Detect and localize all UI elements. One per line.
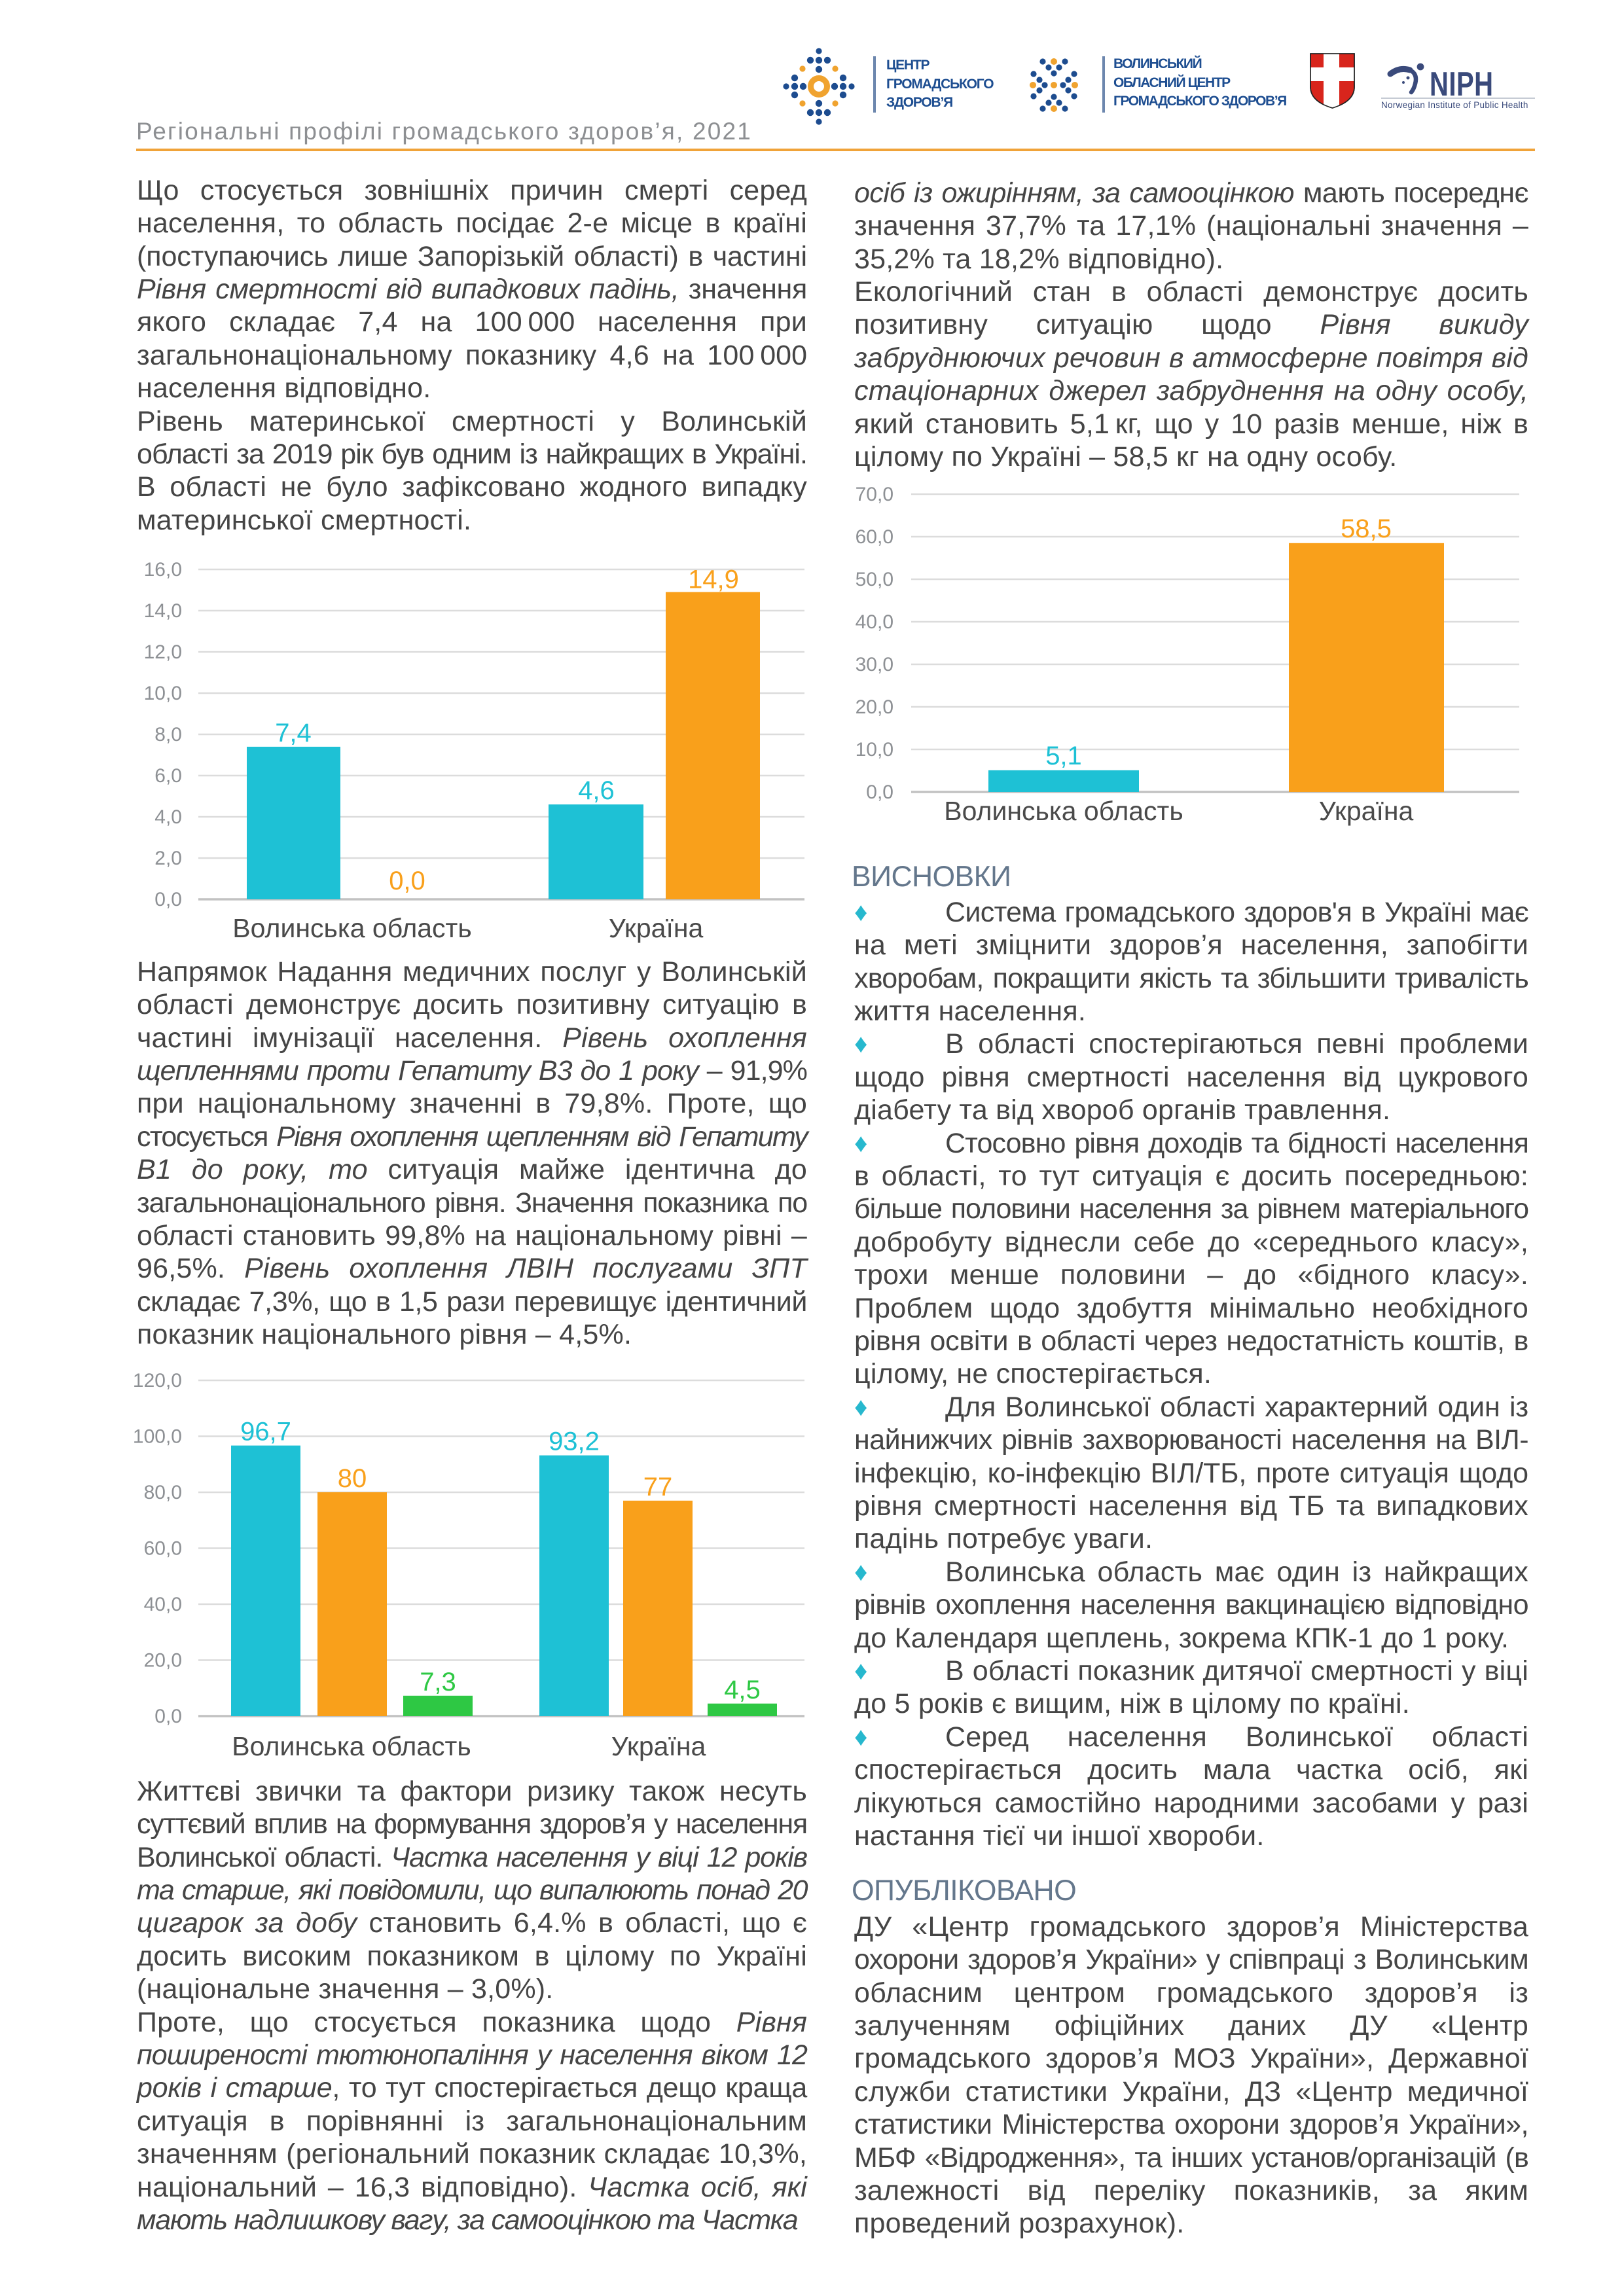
svg-text:93,2: 93,2 bbox=[549, 1427, 600, 1456]
svg-text:80: 80 bbox=[338, 1464, 367, 1493]
svg-text:8,0: 8,0 bbox=[154, 724, 182, 745]
svg-text:20,0: 20,0 bbox=[856, 696, 893, 718]
svg-text:0,0: 0,0 bbox=[866, 781, 893, 803]
svg-text:4,5: 4,5 bbox=[724, 1676, 761, 1704]
svg-text:Україна: Україна bbox=[611, 1731, 706, 1761]
svg-text:0,0: 0,0 bbox=[154, 1706, 182, 1727]
svg-text:100,0: 100,0 bbox=[133, 1426, 182, 1448]
svg-text:120,0: 120,0 bbox=[133, 1370, 182, 1391]
svg-text:Україна: Україна bbox=[1319, 796, 1414, 826]
svg-text:7,4: 7,4 bbox=[275, 719, 312, 747]
svg-text:70,0: 70,0 bbox=[856, 484, 893, 505]
svg-text:6,0: 6,0 bbox=[154, 765, 182, 787]
svg-text:16,0: 16,0 bbox=[144, 559, 182, 581]
svg-text:60,0: 60,0 bbox=[856, 526, 893, 548]
svg-text:60,0: 60,0 bbox=[144, 1538, 182, 1560]
svg-text:10,0: 10,0 bbox=[144, 683, 182, 704]
svg-text:58,5: 58,5 bbox=[1341, 514, 1392, 543]
svg-text:0,0: 0,0 bbox=[389, 867, 425, 895]
svg-text:7,3: 7,3 bbox=[420, 1668, 456, 1696]
svg-text:4,6: 4,6 bbox=[578, 776, 615, 805]
svg-text:40,0: 40,0 bbox=[144, 1594, 182, 1615]
svg-text:0,0: 0,0 bbox=[154, 889, 182, 910]
svg-text:Волинська область: Волинська область bbox=[232, 913, 471, 943]
svg-text:2,0: 2,0 bbox=[154, 848, 182, 869]
svg-text:50,0: 50,0 bbox=[856, 569, 893, 590]
svg-text:96,7: 96,7 bbox=[240, 1418, 291, 1446]
svg-text:12,0: 12,0 bbox=[144, 641, 182, 663]
svg-text:40,0: 40,0 bbox=[856, 611, 893, 633]
svg-text:Україна: Україна bbox=[609, 913, 704, 943]
svg-text:10,0: 10,0 bbox=[856, 739, 893, 761]
svg-text:5,1: 5,1 bbox=[1045, 742, 1082, 770]
svg-text:14,0: 14,0 bbox=[144, 600, 182, 622]
svg-text:Волинська область: Волинська область bbox=[944, 796, 1183, 826]
svg-text:4,0: 4,0 bbox=[154, 806, 182, 828]
svg-text:20,0: 20,0 bbox=[144, 1650, 182, 1672]
svg-text:14,9: 14,9 bbox=[688, 565, 739, 594]
svg-text:80,0: 80,0 bbox=[144, 1482, 182, 1503]
svg-text:Волинська область: Волинська область bbox=[232, 1731, 471, 1761]
svg-text:77: 77 bbox=[643, 1473, 673, 1501]
svg-text:30,0: 30,0 bbox=[856, 654, 893, 675]
